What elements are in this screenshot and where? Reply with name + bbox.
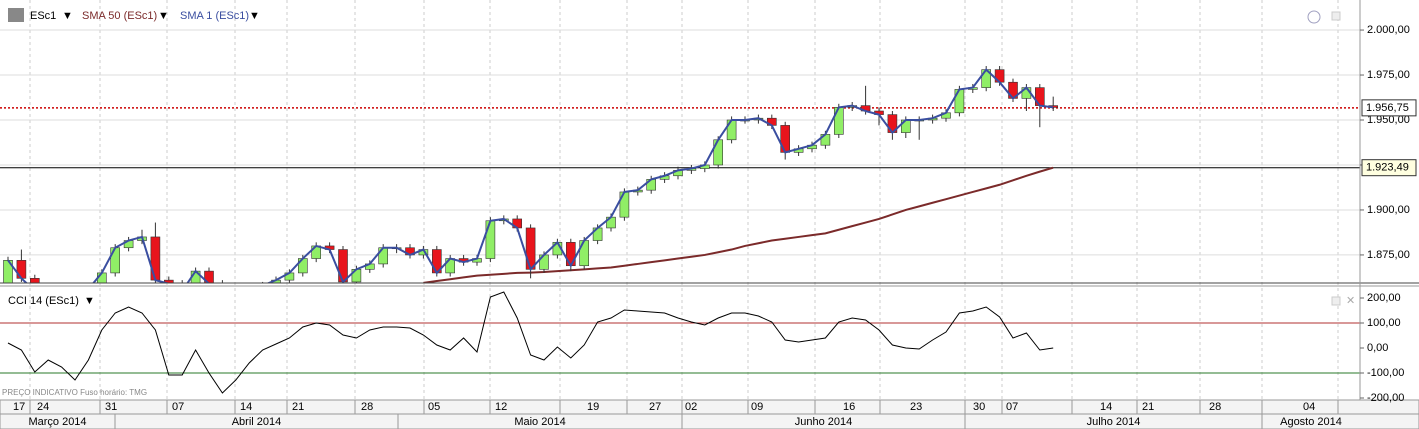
date-label: 07 xyxy=(172,401,184,413)
last-price-label: 1.956,75 xyxy=(1366,102,1409,114)
month-label: Abril 2014 xyxy=(232,416,282,428)
y-tick-label: 1.875,00 xyxy=(1367,249,1410,261)
date-label: 07 xyxy=(1006,401,1018,413)
candle-body xyxy=(338,249,348,283)
candle-body xyxy=(780,125,791,153)
month-label: Agosto 2014 xyxy=(1280,416,1342,428)
symbol-legend[interactable]: ESc1 xyxy=(30,10,56,22)
candle-body xyxy=(525,227,536,270)
date-label: 16 xyxy=(843,401,855,413)
date-label: 31 xyxy=(105,401,117,413)
date-label: 09 xyxy=(751,401,763,413)
date-label: 21 xyxy=(1142,401,1154,413)
candle-body xyxy=(713,139,724,166)
cci-legend[interactable]: CCI 14 (ESc1) xyxy=(8,295,79,307)
sma1-line xyxy=(7,68,1054,283)
candle-body xyxy=(150,236,161,281)
legend-sma50[interactable]: SMA 50 (ESc1) xyxy=(82,10,157,22)
date-label: 21 xyxy=(292,401,304,413)
dropdown-arrow[interactable]: ▼ xyxy=(84,295,95,307)
price-panel xyxy=(0,29,1360,283)
date-label: 04 xyxy=(1303,401,1315,413)
candle-body xyxy=(833,107,844,135)
sma50-line xyxy=(423,166,1054,283)
date-label: 02 xyxy=(685,401,697,413)
symbol-icon[interactable] xyxy=(8,8,24,22)
footer-note: PREÇO INDICATIVO Fuso horário: TMG xyxy=(2,388,147,397)
month-label: Junho 2014 xyxy=(795,416,853,428)
date-label: 19 xyxy=(587,401,599,413)
date-label: 27 xyxy=(649,401,661,413)
y-tick-label: -200,00 xyxy=(1367,392,1404,404)
date-label: 14 xyxy=(240,401,252,413)
candle-body xyxy=(579,240,590,267)
date-label: 17 xyxy=(13,401,25,413)
y-tick-label: -100,00 xyxy=(1367,367,1404,379)
month-label: Maio 2014 xyxy=(514,416,565,428)
date-label: 05 xyxy=(428,401,440,413)
axes: 17 24 31 07 14 21 28 05 12 19 27 02 09 16 23 30 07 14 21 28… xyxy=(13,24,1417,429)
clock-icon[interactable] xyxy=(1307,10,1321,24)
cci-line xyxy=(7,291,1054,394)
sma-last-label: 1.923,49 xyxy=(1366,162,1409,174)
candle-body xyxy=(485,220,496,259)
month-label: Março 2014 xyxy=(28,416,86,428)
close-button[interactable]: ✕ xyxy=(1346,295,1355,307)
sma-last-box xyxy=(1361,159,1417,177)
y-tick-label: 1.950,00 xyxy=(1367,114,1410,126)
y-tick-label: 1.900,00 xyxy=(1367,204,1410,216)
y-tick-label: 1.975,00 xyxy=(1367,69,1410,81)
dropdown-arrow[interactable]: ▼ xyxy=(62,10,73,22)
y-tick-label: 2.000,00 xyxy=(1367,24,1410,36)
month-label: Julho 2014 xyxy=(1087,416,1141,428)
candle-body xyxy=(619,191,630,218)
cci-panel xyxy=(0,291,1360,394)
date-label: 12 xyxy=(495,401,507,413)
candle-body xyxy=(110,247,120,274)
date-label: 14 xyxy=(1100,401,1112,413)
date-label: 28 xyxy=(361,401,373,413)
date-label: 24 xyxy=(37,401,49,413)
legend-sma1[interactable]: SMA 1 (ESc1) xyxy=(180,10,249,22)
dropdown-arrow[interactable]: ▼ xyxy=(158,10,169,22)
candle-body xyxy=(204,270,214,283)
window-button[interactable] xyxy=(1331,11,1341,21)
window-button[interactable] xyxy=(1331,296,1341,306)
last-price-box xyxy=(1361,99,1417,117)
y-tick-label: 100,00 xyxy=(1367,317,1401,329)
date-label: 23 xyxy=(910,401,922,413)
y-tick-label: 0,00 xyxy=(1367,342,1388,354)
grid xyxy=(0,0,1360,400)
y-tick-label: 200,00 xyxy=(1367,292,1401,304)
dropdown-arrow[interactable]: ▼ xyxy=(249,10,260,22)
date-label: 30 xyxy=(973,401,985,413)
candle-body xyxy=(29,278,40,283)
date-label: 28 xyxy=(1209,401,1221,413)
